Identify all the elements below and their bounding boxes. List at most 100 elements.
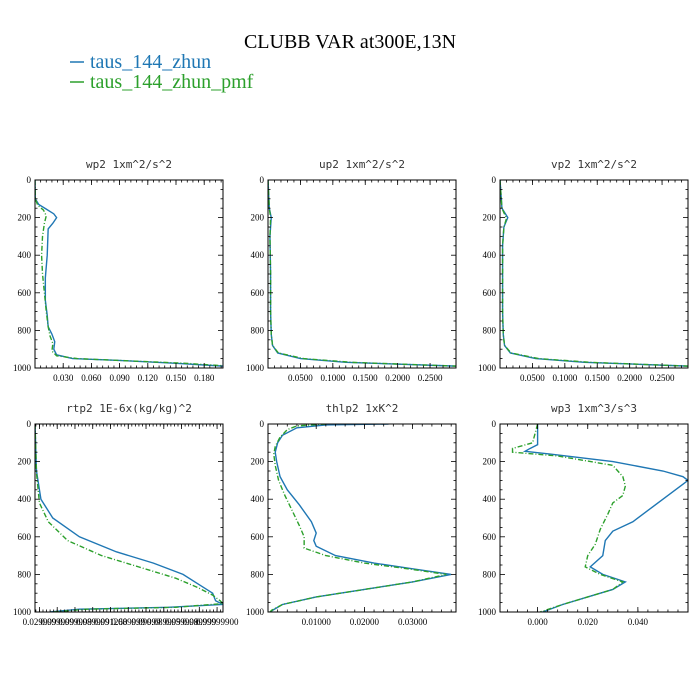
series-line-taus-144-zhun xyxy=(269,424,452,612)
y-tick-label: 0 xyxy=(260,419,265,429)
y-tick-label: 400 xyxy=(483,494,497,504)
y-tick-label: 600 xyxy=(251,532,265,542)
y-tick-label: 400 xyxy=(18,250,32,260)
plot-frame xyxy=(267,179,457,369)
panel-title: up2 1xm^2/s^2 xyxy=(319,158,405,171)
series-line-taus-144-zhun-pmf xyxy=(511,424,627,612)
y-tick-label: 1000 xyxy=(13,363,32,373)
x-tick-label: 0.09999 xyxy=(131,617,161,627)
y-tick-label: 200 xyxy=(483,457,497,467)
y-tick-label: 1000 xyxy=(246,607,265,617)
x-tick-label: 0.089999 xyxy=(147,617,181,627)
x-tick-label: 0.029999 xyxy=(23,617,57,627)
x-tick-label: 0.0500 xyxy=(520,373,545,383)
panel-1: wp2 1xm^2/s^2 0 200 400 600 800 1000 0.030 0.060… xyxy=(13,158,224,383)
series-line-taus-144-zhun-pmf xyxy=(35,424,223,612)
y-tick-label: 1000 xyxy=(478,363,497,373)
series-line-taus-144-zhun xyxy=(500,180,688,367)
panel-title: vp2 1xm^2/s^2 xyxy=(551,158,637,171)
y-tick-label: 600 xyxy=(18,288,32,298)
y-tick-label: 0 xyxy=(492,419,497,429)
y-tick-label: 800 xyxy=(18,325,32,335)
x-tick-label: 0.000 xyxy=(527,617,548,627)
x-tick-label: 0.030 xyxy=(53,373,74,383)
y-tick-label: 600 xyxy=(483,532,497,542)
y-tick-label: 200 xyxy=(251,213,265,223)
x-tick-label: 0.150 xyxy=(166,373,187,383)
y-tick-label: 0 xyxy=(27,175,32,185)
plot-frame xyxy=(34,179,224,369)
panel-title: thlp2 1xK^2 xyxy=(326,402,399,415)
x-tick-label: 0.1500 xyxy=(585,373,610,383)
panel-title: wp2 1xm^2/s^2 xyxy=(86,158,172,171)
y-tick-label: 400 xyxy=(251,250,265,260)
panel-2: up2 1xm^2/s^2 0 200 400 600 800 1000 0.0500 0.10… xyxy=(246,158,457,383)
y-tick-label: 0 xyxy=(27,419,32,429)
x-tick-label: 0.180 xyxy=(194,373,215,383)
y-tick-label: 0 xyxy=(260,175,265,185)
plot-frame xyxy=(34,423,224,613)
figure-title: CLUBB VAR at300E,13N xyxy=(244,31,456,53)
y-tick-label: 400 xyxy=(18,494,32,504)
y-tick-label: 1000 xyxy=(246,363,265,373)
series-line-taus-144-zhun-pmf xyxy=(268,180,456,367)
series-line-taus-144-zhun xyxy=(35,424,223,612)
x-tick-label: 0.02000 xyxy=(350,617,380,627)
x-tick-label: 0.040 xyxy=(628,617,649,627)
x-tick-label: 0.099999 xyxy=(58,617,92,627)
series-line-taus-144-zhun xyxy=(522,424,688,612)
x-tick-label: 0.2000 xyxy=(385,373,410,383)
panel-title: wp3 1xm^3/s^3 xyxy=(551,402,637,415)
x-tick-label: 0.01000 xyxy=(302,617,332,627)
x-tick-label: 0.1000 xyxy=(320,373,345,383)
x-tick-label: 0.059999 xyxy=(165,617,199,627)
series-line-taus-144-zhun-pmf xyxy=(269,424,447,612)
y-tick-label: 400 xyxy=(483,250,497,260)
panel-5: thlp2 1xK^2 0 200 400 600 800 1000 0.01000 0.020… xyxy=(246,402,457,627)
legend-label-2: taus_144_zhun_pmf xyxy=(90,71,254,93)
series-line-taus-144-zhun xyxy=(268,180,456,367)
y-tick-label: 800 xyxy=(483,569,497,579)
x-tick-label: 0.120 xyxy=(138,373,159,383)
x-tick-label: 0.089999 xyxy=(182,617,216,627)
y-tick-label: 800 xyxy=(251,569,265,579)
x-tick-label: 0.091260 xyxy=(94,617,128,627)
y-tick-label: 200 xyxy=(18,457,32,467)
plot-frame xyxy=(499,179,689,369)
y-tick-label: 800 xyxy=(251,325,265,335)
panels: wp2 1xm^2/s^2 0 200 400 600 800 1000 0.030 0.060… xyxy=(13,158,689,627)
legend-label-1: taus_144_zhun xyxy=(90,51,211,73)
y-tick-label: 400 xyxy=(251,494,265,504)
y-tick-label: 600 xyxy=(18,532,32,542)
series-line-taus-144-zhun-pmf xyxy=(500,180,688,367)
x-tick-label: 0.1000 xyxy=(552,373,577,383)
series-line-taus-144-zhun-pmf xyxy=(35,180,223,367)
y-tick-label: 600 xyxy=(483,288,497,298)
x-tick-label: 0.2500 xyxy=(418,373,443,383)
y-tick-label: 1000 xyxy=(13,607,32,617)
x-tick-label: 0.099999 xyxy=(40,617,74,627)
panel-6: wp3 1xm^3/s^3 0 200 400 600 800 1000 0.000 0.020… xyxy=(478,402,689,627)
x-tick-label: 0.020 xyxy=(578,617,599,627)
x-tick-label: 0.089999 xyxy=(111,617,145,627)
y-tick-label: 600 xyxy=(251,288,265,298)
y-tick-label: 200 xyxy=(251,457,265,467)
y-tick-label: 200 xyxy=(18,213,32,223)
x-tick-label: 0.1500 xyxy=(353,373,378,383)
y-tick-label: 200 xyxy=(483,213,497,223)
panel-4: rtp2 1E-6x(kg/kg)^2 0 200 400 600 800 10000.02… xyxy=(13,402,239,627)
y-tick-label: 800 xyxy=(483,325,497,335)
x-tick-label: 0.2000 xyxy=(617,373,642,383)
plot-frame xyxy=(267,423,457,613)
x-tick-label: 0.2500 xyxy=(650,373,675,383)
series-line-taus-144-zhun xyxy=(35,180,223,367)
x-tick-label: 0.089999 xyxy=(76,617,110,627)
x-tick-label: 0.0500 xyxy=(288,373,313,383)
x-tick-label: 0.090 xyxy=(109,373,130,383)
panel-title: rtp2 1E-6x(kg/kg)^2 xyxy=(66,402,192,415)
panel-3: vp2 1xm^2/s^2 0 200 400 600 800 1000 0.0500 0.10… xyxy=(478,158,689,383)
y-tick-label: 800 xyxy=(18,569,32,579)
y-tick-label: 1000 xyxy=(478,607,497,617)
